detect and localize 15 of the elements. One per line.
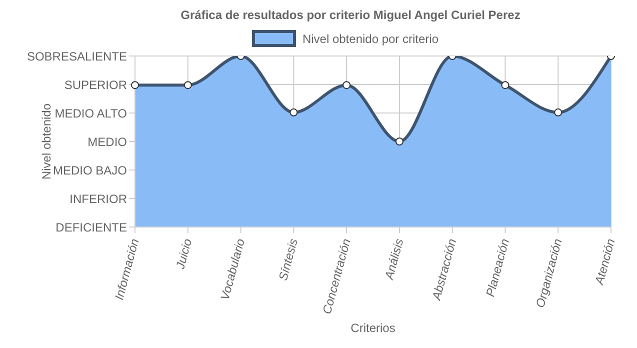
- chart-title: Gráfica de resultados por criterio Miguel Angel Curiel Perez: [180, 8, 522, 22]
- x-tick-label: Síntesis: [276, 237, 300, 282]
- legend-label: Nivel obtenido por criterio: [301, 30, 439, 47]
- category-label: MEDIO BAJO: [52, 163, 127, 178]
- category-label: INFERIOR: [70, 192, 127, 206]
- category-label: MEDIO ALTO: [54, 106, 127, 120]
- x-tick-label: Juicio: [172, 236, 195, 272]
- category-label: SUPERIOR: [64, 78, 127, 92]
- category-label: SOBRESALIENTE: [26, 49, 127, 64]
- y-axis-title: Nivel obtenido: [39, 103, 54, 180]
- category-label: MEDIO: [88, 134, 127, 149]
- x-axis-title: Criterios: [350, 321, 396, 335]
- x-tick-label: Análisis: [382, 237, 406, 282]
- x-tick-label: Atención: [592, 236, 618, 287]
- category-label: DEFICIENTE: [56, 220, 127, 234]
